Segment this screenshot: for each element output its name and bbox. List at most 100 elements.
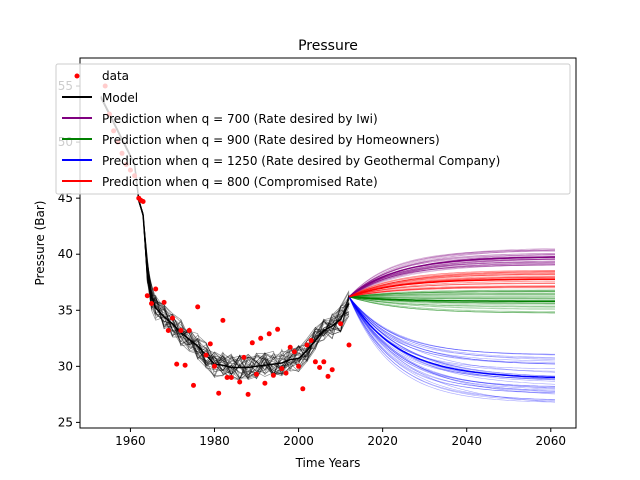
data-point	[249, 340, 255, 346]
y-tick-label: 45	[58, 191, 73, 205]
prediction-ensemble-line	[348, 253, 556, 298]
prediction-ensemble-line	[348, 296, 556, 310]
prediction-ensemble-line	[348, 296, 556, 358]
data-point	[220, 317, 226, 323]
prediction-ensemble-line	[348, 289, 555, 298]
data-point	[224, 375, 230, 380]
legend-label-q900: Prediction when q = 900 (Rate desired by…	[102, 133, 440, 147]
prediction-ensemble-line	[348, 296, 556, 394]
prediction-ensemble-line	[348, 296, 556, 356]
prediction-ensemble-line	[348, 264, 555, 298]
prediction-ensemble-line	[348, 258, 556, 298]
data-point	[270, 372, 276, 378]
prediction-ensemble-line	[348, 291, 555, 298]
prediction-ensemble-line	[348, 261, 555, 298]
prediction-ensemble-line	[348, 293, 555, 298]
data-point	[178, 328, 184, 333]
prediction-ensemble-line	[348, 261, 555, 298]
prediction-ensemble-line	[348, 286, 555, 298]
prediction-ensemble-line	[348, 296, 555, 299]
data-point	[287, 344, 293, 350]
prediction-ensemble-line	[348, 283, 555, 298]
prediction-ensemble-line	[348, 254, 556, 298]
prediction-ensemble-line	[348, 296, 555, 307]
prediction-ensemble-line	[348, 296, 555, 364]
prediction-ensemble-line	[348, 273, 555, 298]
data-point	[144, 293, 150, 299]
prediction-ensemble-line	[348, 296, 555, 313]
prediction-ensemble-line	[348, 296, 556, 310]
prediction-mean-line	[348, 256, 555, 298]
prediction-ensemble-line	[348, 290, 555, 298]
prediction-ensemble-line	[348, 263, 556, 298]
prediction-ensemble-line	[348, 296, 555, 355]
prediction-ensemble-line	[348, 262, 555, 298]
prediction-ensemble-line	[348, 296, 556, 362]
prediction-ensemble-line	[348, 292, 555, 298]
prediction-ensemble-line	[348, 258, 556, 298]
data-point	[228, 375, 234, 380]
prediction-ensemble-line	[348, 296, 555, 304]
prediction-ensemble-line	[348, 249, 555, 298]
data-point	[296, 363, 302, 369]
data-point	[203, 352, 209, 358]
prediction-ensemble-line	[348, 296, 555, 308]
prediction-ensemble-line	[348, 272, 555, 298]
prediction-ensemble-line	[348, 296, 556, 380]
prediction-ensemble-line	[348, 276, 555, 298]
prediction-ensemble-line	[348, 273, 555, 298]
prediction-ensemble-line	[348, 261, 556, 298]
data-point	[321, 359, 327, 365]
legend-label-data: data	[102, 69, 129, 83]
prediction-ensemble-line	[348, 272, 555, 298]
data-point	[195, 304, 201, 310]
prediction-ensemble-line	[348, 291, 555, 298]
prediction-ensemble-line	[348, 296, 556, 373]
y-tick-label: 40	[58, 247, 73, 261]
prediction-ensemble-line	[348, 293, 555, 298]
prediction-ensemble-line	[348, 291, 555, 298]
prediction-ensemble-line	[348, 271, 556, 298]
prediction-ensemble-line	[348, 273, 555, 298]
prediction-ensemble-line	[348, 287, 555, 298]
prediction-ensemble-line	[348, 296, 556, 365]
data-point	[149, 301, 154, 306]
prediction-ensemble-line	[348, 294, 555, 298]
prediction-ensemble-line	[348, 296, 556, 403]
data-point	[212, 363, 217, 369]
data-point	[275, 326, 281, 332]
prediction-ensemble-line	[348, 282, 555, 298]
x-tick-label: 2000	[283, 434, 314, 448]
data-point	[279, 366, 285, 372]
x-tick-label: 2020	[367, 434, 398, 448]
legend-label-model: Model	[102, 91, 138, 105]
prediction-ensemble-line	[348, 253, 556, 298]
prediction-ensemble-line	[348, 286, 555, 298]
prediction-ensemble-line	[348, 296, 556, 402]
prediction-ensemble-line	[348, 258, 556, 298]
prediction-ensemble-line	[348, 296, 556, 392]
y-tick-label: 35	[58, 303, 73, 317]
prediction-ensemble-line	[348, 290, 555, 298]
data-point	[186, 328, 192, 333]
prediction-ensemble-line	[348, 249, 555, 298]
prediction-ensemble-line	[348, 263, 556, 298]
y-axis-label: Pressure (Bar)	[33, 201, 47, 286]
prediction-ensemble-line	[348, 296, 555, 307]
prediction-ensemble-line	[348, 296, 556, 388]
data-point	[165, 328, 171, 333]
prediction-ensemble-line	[348, 281, 555, 298]
data-point	[346, 342, 352, 348]
prediction-ensemble-line	[348, 275, 556, 298]
data-point	[266, 331, 272, 337]
prediction-ensemble-line	[348, 296, 555, 314]
prediction-ensemble-line	[348, 296, 556, 393]
prediction-ensemble-line	[348, 296, 555, 304]
prediction-ensemble-line	[348, 296, 555, 299]
prediction-ensemble-line	[348, 296, 556, 401]
prediction-ensemble-line	[349, 296, 555, 298]
prediction-ensemble-line	[348, 249, 556, 298]
legend-box	[55, 63, 571, 195]
prediction-ensemble-line	[348, 270, 555, 298]
prediction-ensemble-line	[348, 289, 555, 298]
